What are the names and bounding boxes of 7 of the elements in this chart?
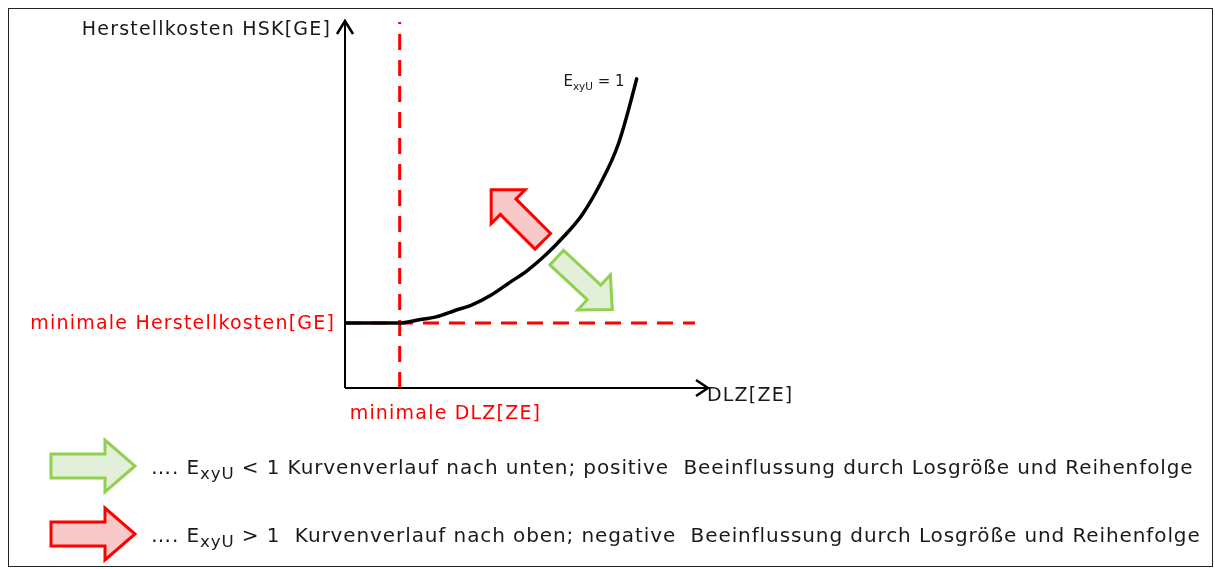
text: …. E$_{xyU}$ > 1 Kurvenverlauf nach oben; negative Beeinflussung durch Losgröße und Reihenfolge	[151, 522, 1201, 551]
text: …. E$_{xyU}$ < 1 Kurvenverlauf nach unten; positive Beeinflussung durch Losgröße und Reihenfolge	[151, 454, 1194, 483]
ref-line-label: minimale Herstellkosten[GE]	[30, 310, 335, 333]
x-axis-title: DLZ[ZE]	[707, 382, 794, 405]
y-axis-title: Herstellkosten HSK[GE]	[81, 16, 331, 39]
text: minimale DLZ[ZE]	[349, 400, 542, 423]
annotation: E$_{xyU}$ = 1	[563, 71, 625, 92]
